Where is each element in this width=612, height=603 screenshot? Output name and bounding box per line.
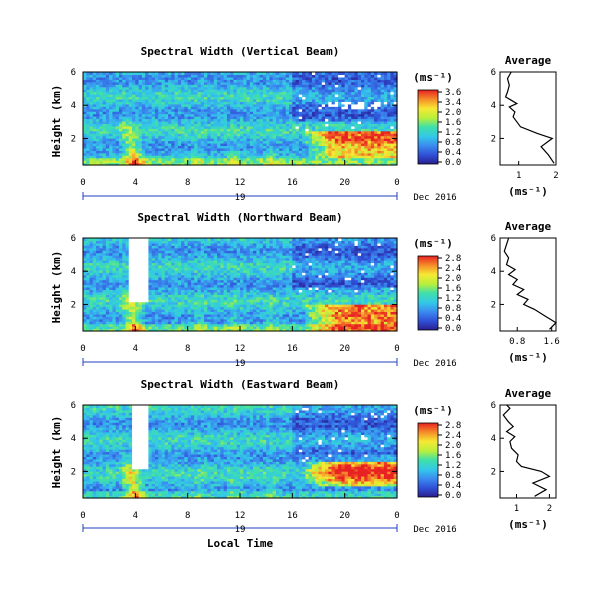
day-label: 19 [235, 193, 246, 203]
colorbar-ticks: 3.63.42.01.61.20.80.40.0 [438, 88, 461, 168]
day-bracket: 19 [83, 192, 397, 203]
average-y-tick-label: 6 [491, 68, 496, 78]
average-frame [500, 72, 556, 165]
date-label: Dec 2016 [413, 193, 456, 203]
colorbar-tick-label: 3.4 [445, 98, 461, 108]
colorbar-tick-label: 1.2 [445, 128, 461, 138]
chart-title: Spectral Width (Vertical Beam) [141, 45, 340, 58]
colorbar-tick-label: 3.6 [445, 88, 461, 98]
colorbar-tick-label: 0.8 [445, 138, 461, 148]
y-tick-label: 2 [71, 134, 76, 144]
average-y-tick-label: 4 [491, 101, 496, 111]
average-x-tick-label: 1 [516, 171, 521, 181]
x-tick-label: 4 [133, 178, 138, 188]
average-y-tick-label: 2 [491, 134, 496, 144]
panel-northward: Spectral Width (Northward Beam) Height (… [50, 211, 560, 369]
y-axis-label: Height (km) [50, 85, 63, 158]
x-tick-label: 12 [235, 178, 246, 188]
y-tick-label: 6 [71, 68, 76, 78]
x-tick-label: 16 [287, 178, 298, 188]
colorbar-unit: (ms⁻¹) [413, 71, 453, 84]
average-xlabel: (ms⁻¹) [508, 185, 548, 198]
colorbar-tick-label: 1.6 [445, 118, 461, 128]
average-title: Average [505, 54, 552, 67]
x-tick-label: 8 [185, 178, 190, 188]
chart-title: Spectral Width (Northward Beam) [137, 211, 342, 224]
x-tick-label: 0 [80, 178, 85, 188]
average-x-tick-label: 2 [553, 171, 558, 181]
heatmap-plot [83, 238, 398, 332]
colorbar-tick-label: 0.4 [445, 148, 461, 158]
y-axis-label: Height (km) [50, 251, 63, 324]
colorbar [418, 90, 438, 164]
x-tick-label: 20 [339, 178, 350, 188]
colorbar-tick-label: 0.0 [445, 158, 461, 168]
colorbar-tick-label: 2.0 [445, 108, 461, 118]
y-tick-label: 4 [71, 101, 76, 111]
heatmap-plot [83, 72, 398, 166]
panel-vertical: Spectral Width (Vertical Beam) Height (k… [50, 45, 559, 203]
x-tick-label: 0 [394, 178, 399, 188]
